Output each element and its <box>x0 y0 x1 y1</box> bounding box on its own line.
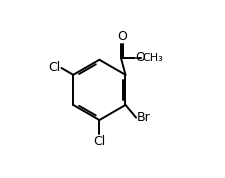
Text: Cl: Cl <box>93 135 105 148</box>
Text: O: O <box>117 30 126 43</box>
Text: Br: Br <box>136 111 150 124</box>
Text: CH₃: CH₃ <box>142 53 162 63</box>
Text: Cl: Cl <box>48 61 61 74</box>
Text: O: O <box>134 51 144 64</box>
